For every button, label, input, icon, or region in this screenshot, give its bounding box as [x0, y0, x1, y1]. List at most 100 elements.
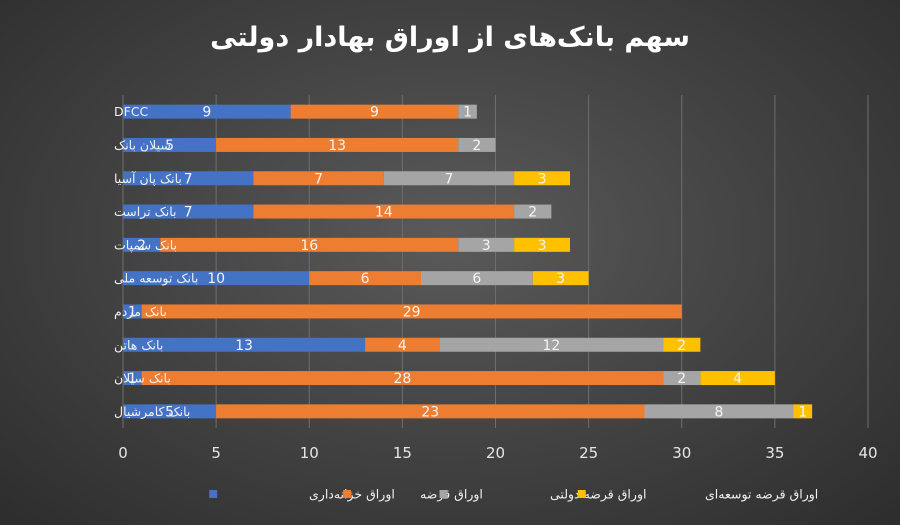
bar-segment: [123, 237, 161, 252]
bar-segment: [700, 371, 775, 386]
data-label: 2: [137, 238, 146, 254]
data-label: 3: [538, 238, 547, 254]
data-label: 13: [235, 338, 253, 354]
legend-swatch: [343, 490, 352, 498]
data-label: 14: [375, 205, 393, 221]
bar-segment: [793, 404, 813, 419]
x-axis-ticks: 0 5 10 15 20 25 30 35 40: [118, 444, 877, 462]
category-label: بانک هاتن: [114, 337, 163, 353]
x-tick-label: 35: [765, 444, 784, 462]
bar-segment: [458, 137, 496, 152]
data-label: 6: [361, 271, 370, 287]
legend-label: اوراق خزانه‌داری: [309, 487, 395, 503]
bar-segment: [123, 371, 142, 386]
data-label: 2: [677, 371, 686, 387]
data-label: 3: [482, 238, 491, 254]
x-tick-label: 20: [486, 444, 505, 462]
bar-segment: [141, 371, 664, 386]
bar-segment: [123, 171, 254, 186]
data-label: 9: [370, 105, 379, 121]
data-label: 1: [798, 404, 807, 420]
category-label: بانک سمپات: [114, 237, 177, 252]
legend-swatch: [209, 490, 218, 498]
data-label: 10: [207, 271, 225, 287]
chart-title: سهم بانک‌های از اوراق بهادار دولتی: [210, 22, 690, 53]
bar-segment: [309, 271, 421, 286]
data-label: 5: [165, 138, 174, 154]
bar-segment: [253, 171, 384, 186]
data-label: 16: [300, 238, 318, 254]
x-tick-label: 40: [858, 444, 877, 462]
category-label: بانک سیلان: [114, 371, 171, 386]
bar-segment: [514, 237, 570, 252]
bar-segment: [290, 104, 459, 119]
bar-segment: [216, 137, 459, 152]
data-label: 5: [165, 404, 174, 420]
bar-segment: [160, 237, 459, 252]
bar-segment: [216, 404, 645, 419]
bar-segment: [123, 137, 217, 152]
x-tick-label: 10: [300, 444, 319, 462]
category-labels: DFCC سیلان بانک بانک پان آسیا بانک تراست بان…: [114, 104, 198, 420]
bar-segment: [663, 371, 701, 386]
data-label: 12: [542, 338, 560, 354]
bar-segment: [141, 304, 682, 319]
bar-segment: [123, 104, 291, 119]
data-label: 7: [184, 205, 193, 221]
data-label: 29: [403, 304, 421, 320]
bar-segment: [123, 271, 310, 286]
legend-swatch: [439, 490, 448, 498]
legend-label: اوراق قرضه: [420, 487, 483, 503]
bar-segment: [458, 104, 477, 119]
data-label: 2: [528, 205, 537, 221]
bar-segment: [123, 304, 142, 319]
data-label: 1: [128, 304, 137, 320]
data-label: 13: [328, 138, 346, 154]
category-label: سیلان بانک: [114, 137, 171, 152]
legend-label: اوراق قرضه توسعه‌ای: [705, 487, 818, 503]
data-label: 1: [128, 371, 137, 387]
x-tick-label: 15: [393, 444, 412, 462]
data-label: 7: [444, 171, 453, 187]
category-label: بانک کامرشیال: [114, 404, 190, 420]
bar-segment: [663, 337, 701, 352]
bar-segment: [532, 271, 589, 286]
x-tick-label: 5: [211, 444, 221, 462]
bars: 9 9 1 5 13 2 7 7 7 3 7 14 2 2 16 3 3 10 6 6 3 1 29 13 4 12 2 1 28 2 4 5…: [123, 104, 813, 420]
category-label: بانک توسعه ملی: [114, 271, 198, 287]
data-label: 3: [538, 171, 547, 187]
data-label: 2: [472, 138, 481, 154]
data-label: 1: [463, 105, 472, 121]
data-label: 23: [421, 404, 439, 420]
data-label: 4: [398, 338, 407, 354]
data-label: 9: [202, 105, 211, 121]
data-label: 2: [677, 338, 686, 354]
bar-segment: [514, 171, 570, 186]
category-label: DFCC: [114, 104, 149, 119]
bar-segment: [365, 337, 440, 352]
legend: اوراق خزانه‌داری اوراق قرضه اوراق قرضه دول…: [209, 487, 818, 503]
data-label: 28: [393, 371, 411, 387]
data-label: 7: [184, 171, 193, 187]
x-tick-label: 30: [672, 444, 691, 462]
bar-segment: [123, 404, 217, 419]
data-label: 6: [472, 271, 481, 287]
legend-label: اوراق قرضه دولتی: [550, 487, 646, 503]
bar-segment: [253, 204, 515, 219]
data-label: 4: [733, 371, 742, 387]
bar-segment: [458, 237, 515, 252]
legend-swatch: [577, 490, 586, 498]
category-label: بانک تراست: [114, 204, 177, 220]
category-label: بانک مردم: [114, 304, 167, 320]
bar-segment: [383, 171, 515, 186]
bar-segment: [644, 404, 794, 419]
bar-segment: [439, 337, 664, 352]
data-label: 3: [556, 271, 565, 287]
x-tick-label: 0: [118, 444, 128, 462]
bar-segment: [514, 204, 552, 219]
category-label: بانک پان آسیا: [114, 171, 182, 186]
bar-segment: [123, 204, 254, 219]
data-label: 8: [715, 404, 724, 420]
x-tick-label: 25: [579, 444, 598, 462]
